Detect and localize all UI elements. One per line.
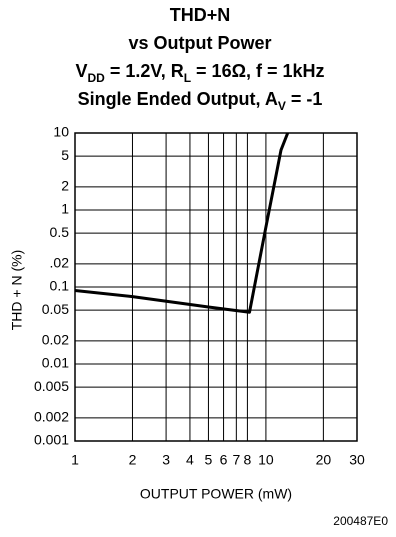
x-tick-label: 20: [316, 452, 332, 468]
y-tick-label: 1: [61, 201, 69, 217]
x-tick-label: 3: [162, 452, 170, 468]
y-tick-label: 0.05: [42, 301, 69, 317]
y-tick-label: 2: [61, 178, 69, 194]
chart-title: THD+N: [170, 5, 231, 25]
data-line: [74, 132, 290, 314]
chart-subtitle: VDD = 1.2V, RL = 16Ω, f = 1kHz: [75, 61, 324, 85]
y-tick-label: .02: [50, 255, 70, 271]
subtitle-part: = 1.2V, R: [105, 61, 184, 81]
x-tick-label: 1: [71, 452, 79, 468]
y-tick-label: 0.002: [34, 409, 69, 425]
y-tick-label: 0.001: [34, 432, 69, 448]
y-tick-label: 0.01: [42, 355, 69, 371]
x-tick-label: 2: [129, 452, 137, 468]
subtitle-part: = 16Ω, f = 1kHz: [191, 61, 325, 81]
chart-title: vs Output Power: [128, 33, 271, 53]
subscript: L: [184, 71, 191, 85]
y-tick-label: 0.005: [34, 378, 69, 394]
x-tick-label: 8: [244, 452, 252, 468]
x-tick-label: 7: [232, 452, 240, 468]
subtitle-part: Single Ended Output, A: [78, 89, 278, 109]
subtitle-part: V: [75, 61, 87, 81]
chart-subtitle: Single Ended Output, AV = -1: [78, 89, 323, 113]
y-tick-label: 10: [53, 124, 69, 140]
x-tick-label: 30: [349, 452, 365, 468]
subtitle-part: = -1: [286, 89, 323, 109]
y-axis-label: THD + N (%): [9, 250, 25, 331]
y-tick-label: 5: [61, 147, 69, 163]
subscript: DD: [87, 71, 105, 85]
x-tick-label: 4: [186, 452, 194, 468]
subscript: V: [278, 99, 286, 113]
x-tick-label: 6: [220, 452, 228, 468]
x-tick-label: 5: [205, 452, 213, 468]
y-tick-label: 0.1: [50, 278, 70, 294]
y-tick-label: 0.5: [50, 224, 70, 240]
x-tick-label: 10: [258, 452, 274, 468]
y-tick-label: 0.02: [42, 332, 69, 348]
x-axis-label: OUTPUT POWER (mW): [140, 486, 292, 502]
figure-id: 200487E0: [333, 514, 388, 528]
